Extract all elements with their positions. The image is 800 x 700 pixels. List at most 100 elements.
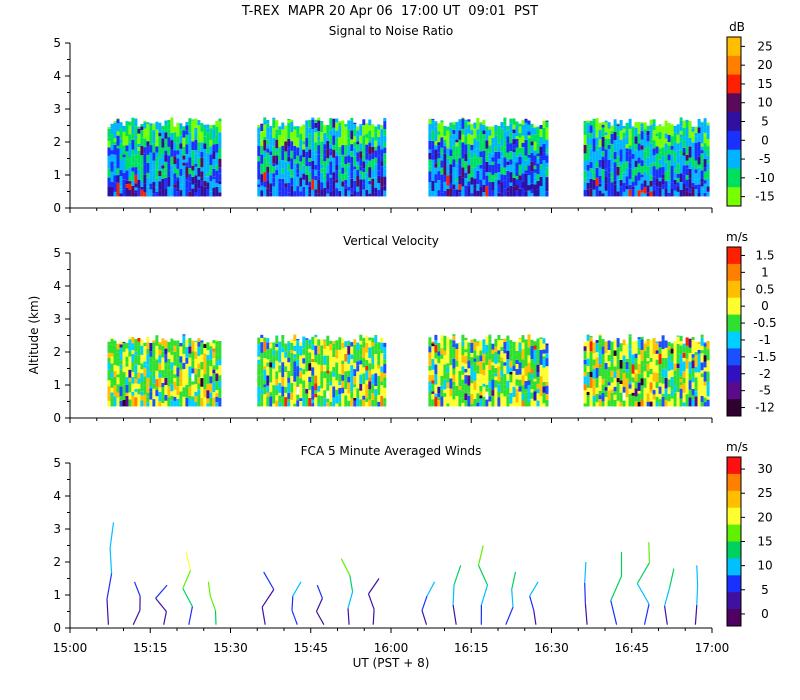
heatmap-cell [359,399,363,407]
heatmap-cell [218,387,222,398]
heatmap-cell [601,339,605,347]
heatmap-cell [377,175,381,184]
heatmap-cell [589,397,593,407]
heatmap-cell [506,395,510,400]
heatmap-cell [206,176,210,183]
heatmap-cell [182,353,186,363]
heatmap-cell [542,359,546,368]
heatmap-cell [257,344,261,352]
heatmap-cell [500,346,504,351]
colorbar-tick-label: 10 [757,559,772,573]
heatmap-cell [197,125,201,134]
heatmap-cell [143,394,147,402]
heatmap-cell [161,357,165,361]
heatmap-cell [610,125,614,132]
heatmap-cell [266,139,270,145]
heatmap-cell [545,385,549,395]
heatmap-cell [146,172,150,178]
heatmap-cell [506,158,510,162]
heatmap-cell [257,187,261,197]
heatmap-cell [506,388,510,396]
heatmap-cell [299,191,303,197]
heatmap-cell [431,141,435,150]
heatmap-cell [697,372,701,380]
heatmap-cell [700,362,704,371]
heatmap-cell [191,165,195,171]
heatmap-cell [452,153,456,160]
heatmap-cell [592,172,596,180]
heatmap-cell [545,121,549,128]
heatmap-cell [380,359,384,367]
heatmap-cell [646,383,650,394]
heatmap-cell [206,372,210,381]
heatmap-cell [308,166,312,172]
heatmap-cell [299,349,303,356]
heatmap-cell [212,124,216,130]
heatmap-cell [676,124,680,130]
heatmap-cell [691,399,695,407]
heatmap-cell [643,364,647,372]
heatmap-cell [586,395,590,399]
heatmap-cell [260,352,264,359]
heatmap-cell [625,354,629,359]
heatmap-cell [299,345,303,350]
heatmap-cell [170,169,174,178]
heatmap-cell [649,389,653,393]
heatmap-cell [188,121,192,125]
heatmap-cell [449,156,453,165]
heatmap-cell [368,340,372,348]
heatmap-cell [206,390,210,399]
heatmap-cell [634,136,638,144]
heatmap-cell [173,345,177,352]
heatmap-cell [203,343,207,345]
heatmap-cell [503,396,507,407]
heatmap-cell [179,385,183,392]
heatmap-cell [622,339,626,346]
heatmap-cell [266,148,270,153]
heatmap-cell [652,176,656,186]
heatmap-cell [110,144,114,151]
heatmap-cell [473,149,477,154]
heatmap-cell [359,374,363,384]
heatmap-cell [179,342,183,347]
heatmap-cell [350,188,354,194]
heatmap-cell [700,132,704,144]
heatmap-cell [631,141,635,147]
heatmap-cell [521,181,525,189]
heatmap-cell [703,343,707,347]
wind-vector [367,593,375,610]
heatmap-cell [281,339,285,348]
heatmap-cell [604,360,608,363]
heatmap-cell [500,166,504,175]
wind-vector [529,581,539,597]
heatmap-cell [431,341,435,344]
heatmap-cell [146,392,150,397]
wind-vector [106,573,113,600]
heatmap-cell [655,160,659,170]
heatmap-cell [371,137,375,147]
y-tick-label: 4 [53,69,61,83]
heatmap-cell [428,352,432,360]
heatmap-gap [296,386,302,395]
heatmap-cell [437,400,441,407]
y-tick-label: 4 [53,279,61,293]
heatmap-cell [431,346,435,352]
heatmap-cell [586,391,590,396]
heatmap-cell [479,131,483,139]
heatmap-cell [215,156,219,165]
heatmap-cell [302,397,306,407]
heatmap-cell [512,139,516,145]
heatmap-cell [667,160,671,171]
heatmap-cell [443,393,447,397]
heatmap-cell [305,120,309,122]
heatmap-cell [449,149,453,157]
heatmap-cell [371,342,375,347]
heatmap-cell [536,400,540,407]
heatmap-cell [595,387,599,394]
heatmap-cell [362,125,366,136]
heatmap-cell [284,343,288,352]
heatmap-cell [688,168,692,179]
heatmap-cell [700,153,704,162]
heatmap-cell [377,190,381,197]
heatmap-cell [173,184,177,188]
